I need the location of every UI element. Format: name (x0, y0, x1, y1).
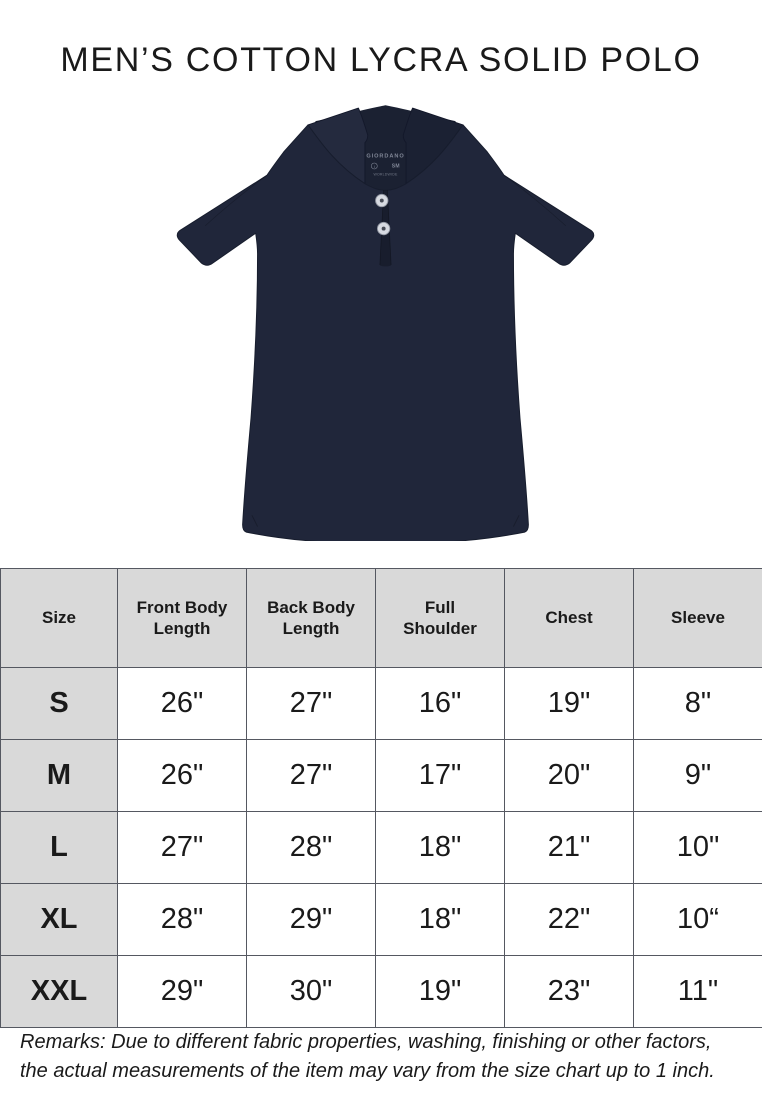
svg-text:GIORDANO: GIORDANO (366, 154, 404, 160)
svg-text:WORLDWIDE: WORLDWIDE (373, 172, 398, 176)
svg-text:i: i (374, 164, 375, 169)
svg-text:SM: SM (392, 164, 400, 170)
